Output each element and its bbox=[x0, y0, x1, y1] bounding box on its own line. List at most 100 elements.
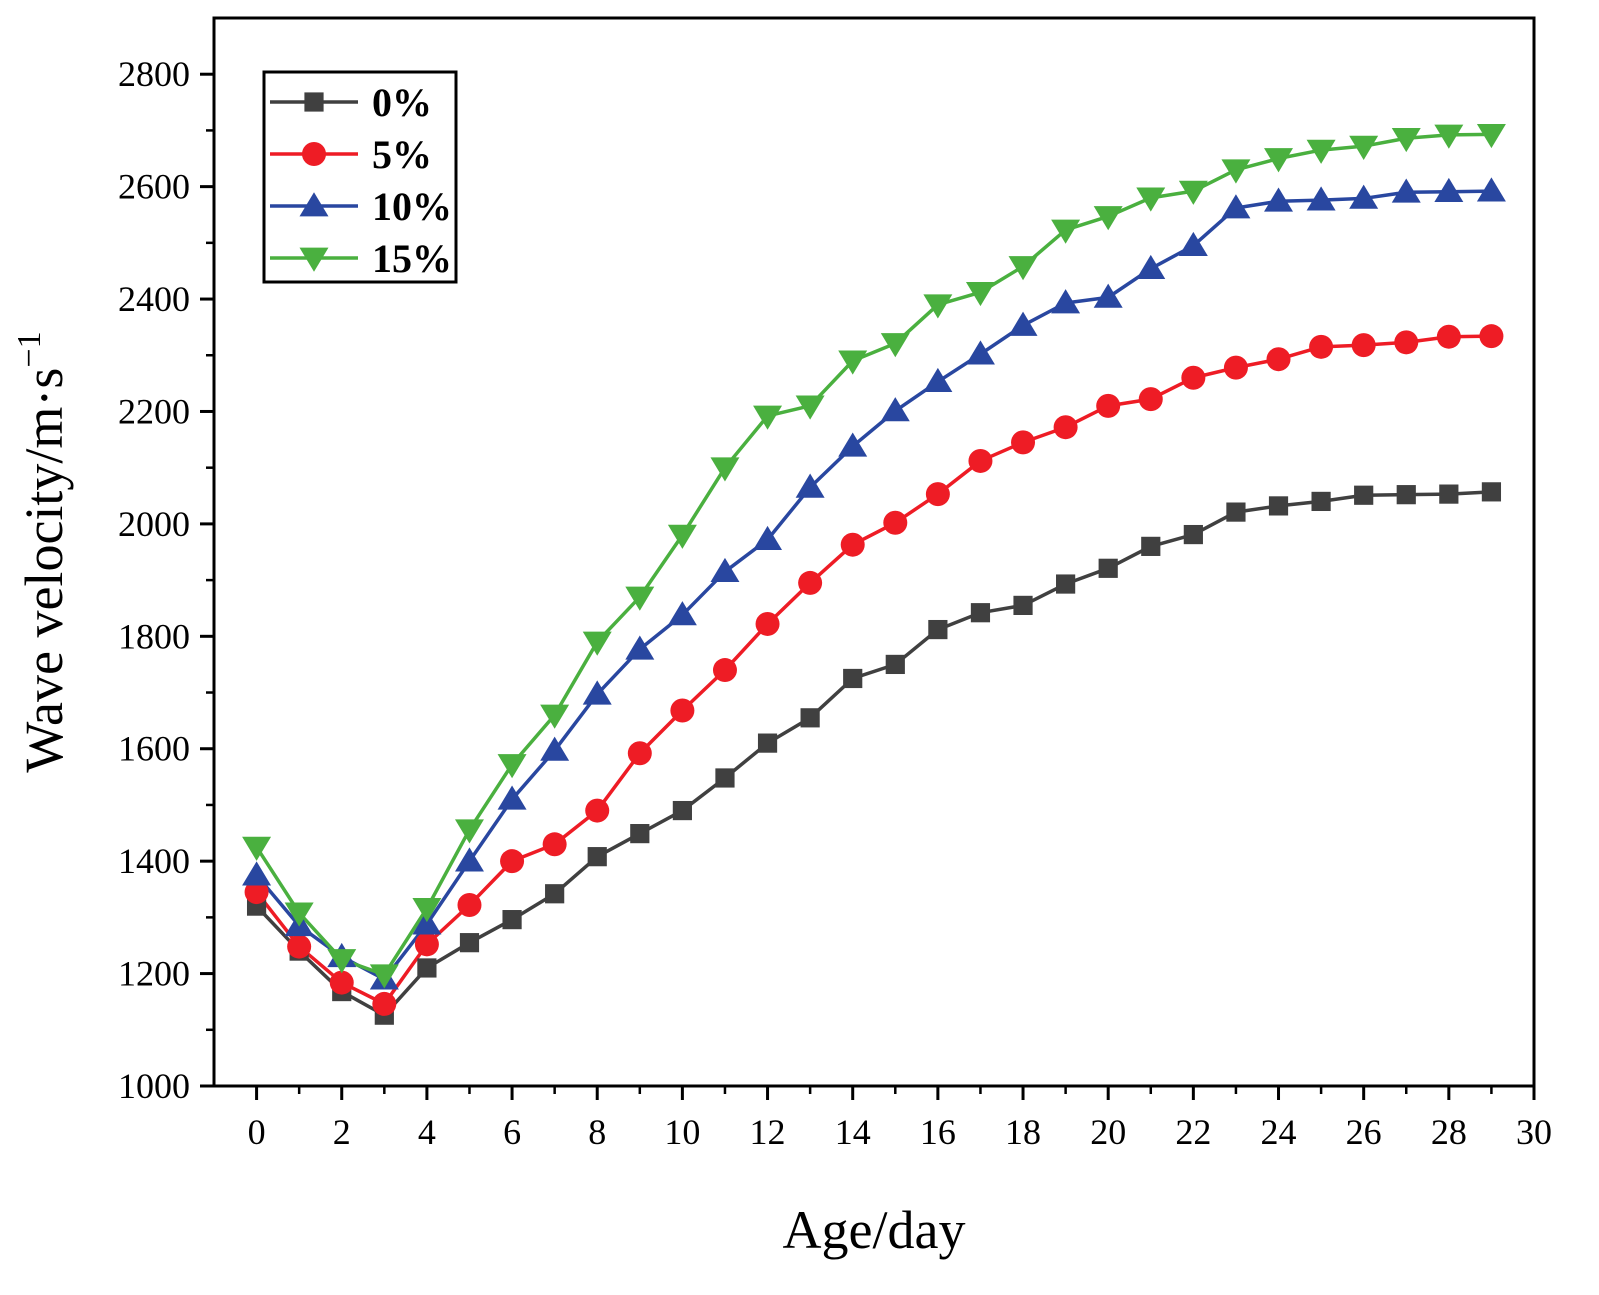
data-point bbox=[582, 680, 612, 705]
data-point bbox=[327, 949, 357, 974]
data-point bbox=[843, 668, 863, 689]
data-point bbox=[755, 611, 780, 636]
legend-marker-3 bbox=[299, 247, 329, 272]
data-point bbox=[1436, 324, 1461, 349]
data-point bbox=[1221, 159, 1251, 184]
data-point bbox=[1008, 256, 1038, 281]
data-point bbox=[880, 397, 910, 422]
y-axis-title: Wave velocity/m·s−1 bbox=[11, 331, 74, 772]
major-ticks bbox=[200, 72, 1536, 1100]
data-point bbox=[1266, 347, 1291, 372]
data-point bbox=[369, 964, 399, 989]
legend-marker-2 bbox=[299, 192, 329, 217]
data-point bbox=[630, 824, 650, 844]
data-point bbox=[1349, 184, 1379, 209]
data-point bbox=[1394, 330, 1419, 355]
data-point bbox=[715, 768, 735, 788]
data-point bbox=[1268, 496, 1289, 516]
data-point bbox=[1396, 485, 1416, 505]
x-tick-label: 22 bbox=[1175, 1112, 1211, 1152]
data-point bbox=[242, 861, 272, 886]
data-point bbox=[627, 741, 652, 766]
data-point bbox=[1098, 558, 1118, 578]
data-point bbox=[1093, 206, 1123, 231]
data-point bbox=[840, 532, 865, 557]
y-axis-title-exponent: −1 bbox=[11, 331, 48, 367]
data-point bbox=[923, 294, 953, 319]
data-point bbox=[800, 708, 820, 728]
x-tick-label: 2 bbox=[333, 1112, 351, 1152]
data-point bbox=[1264, 187, 1294, 212]
plot-area-frame bbox=[212, 16, 1536, 1088]
data-point bbox=[1481, 482, 1502, 502]
data-point bbox=[287, 934, 312, 959]
data-point bbox=[1013, 595, 1033, 615]
data-point bbox=[1093, 283, 1123, 308]
y-tick-label: 1200 bbox=[118, 954, 190, 994]
data-point bbox=[585, 798, 610, 823]
data-point bbox=[1178, 231, 1208, 257]
x-tick-label: 12 bbox=[750, 1112, 786, 1152]
data-point bbox=[970, 603, 991, 623]
data-point bbox=[1311, 491, 1331, 512]
data-point bbox=[1476, 177, 1506, 202]
legend-label-3: 15% bbox=[372, 236, 452, 281]
x-tick-label: 10 bbox=[664, 1112, 700, 1152]
data-point bbox=[1391, 178, 1421, 203]
data-point bbox=[582, 631, 612, 656]
data-point bbox=[672, 800, 692, 821]
data-point bbox=[457, 893, 482, 918]
data-point bbox=[1391, 127, 1421, 153]
x-tick-label: 14 bbox=[835, 1112, 871, 1152]
x-tick-label: 28 bbox=[1431, 1112, 1467, 1152]
y-tick-label: 1000 bbox=[118, 1066, 190, 1106]
x-tick-label: 4 bbox=[418, 1112, 436, 1152]
data-point bbox=[1306, 139, 1336, 164]
x-tick-label: 6 bbox=[503, 1112, 521, 1152]
legend-label-1: 5% bbox=[372, 132, 432, 177]
data-point bbox=[497, 754, 527, 779]
x-tick-label: 30 bbox=[1516, 1112, 1552, 1152]
data-point bbox=[1264, 148, 1294, 173]
data-point bbox=[284, 902, 314, 927]
legend-label-2: 10% bbox=[372, 184, 452, 229]
data-point bbox=[244, 880, 269, 905]
data-point bbox=[757, 733, 778, 753]
data-point bbox=[1053, 415, 1078, 440]
data-point bbox=[502, 910, 522, 930]
data-point bbox=[753, 525, 783, 550]
data-point bbox=[454, 819, 484, 844]
data-point bbox=[412, 898, 442, 923]
data-point bbox=[1434, 124, 1464, 149]
data-point bbox=[242, 836, 272, 861]
data-point bbox=[1096, 393, 1121, 418]
data-point bbox=[1008, 311, 1038, 336]
data-point bbox=[923, 367, 953, 393]
data-point bbox=[414, 932, 439, 957]
data-point bbox=[795, 395, 825, 420]
legend: 0% 5% 10% 15% bbox=[262, 70, 458, 284]
data-point bbox=[1223, 355, 1248, 380]
y-tick-labels: 1000 1200 1400 1600 1800 2000 2200 2400 2600 2800 bbox=[118, 54, 190, 1106]
data-point bbox=[667, 601, 697, 626]
data-point bbox=[412, 910, 442, 935]
y-tick-label: 2800 bbox=[118, 54, 190, 94]
data-point bbox=[670, 698, 695, 723]
data-point bbox=[497, 785, 527, 810]
data-point bbox=[798, 570, 823, 595]
data-point bbox=[540, 736, 570, 761]
data-point bbox=[1476, 124, 1506, 149]
y-tick-label: 1600 bbox=[118, 729, 190, 769]
data-point bbox=[1351, 333, 1376, 358]
data-point bbox=[1354, 485, 1374, 505]
legend-marker-1 bbox=[302, 142, 326, 166]
data-point bbox=[1439, 484, 1459, 504]
data-point bbox=[1136, 187, 1166, 212]
data-point bbox=[795, 473, 825, 498]
data-point bbox=[1136, 254, 1166, 280]
x-axis-title: Age/day bbox=[783, 1200, 966, 1260]
data-point bbox=[1309, 334, 1334, 359]
data-point bbox=[883, 510, 908, 535]
y-tick-label: 2000 bbox=[118, 504, 190, 544]
